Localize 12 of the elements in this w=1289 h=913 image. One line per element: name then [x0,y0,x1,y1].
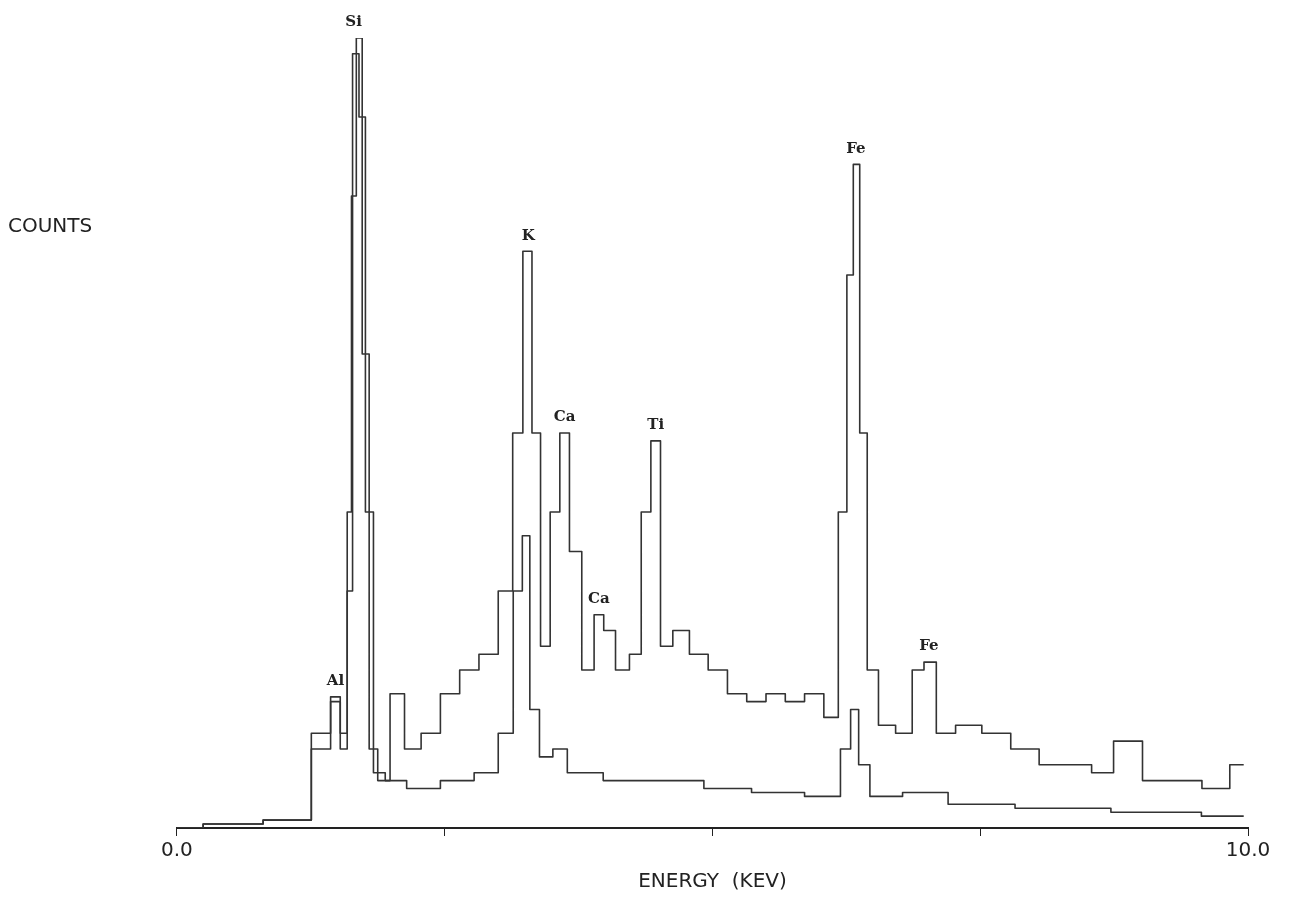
annotation: Ca [588,589,611,608]
annotation: Si [345,12,363,31]
y-axis-title: COUNTS [8,212,94,237]
x-tick-label: 10.0 [1225,837,1271,862]
annotation: K [521,225,536,244]
x-axis-title: ENERGY (KEV) [638,868,787,893]
annotation: Fe [846,138,866,157]
annotation: Ti [647,415,665,434]
annotation: Al [325,671,345,690]
x-tick-label: 0.0 [161,837,193,862]
annotation: Fe [919,636,939,655]
annotation: Ca [553,407,576,426]
